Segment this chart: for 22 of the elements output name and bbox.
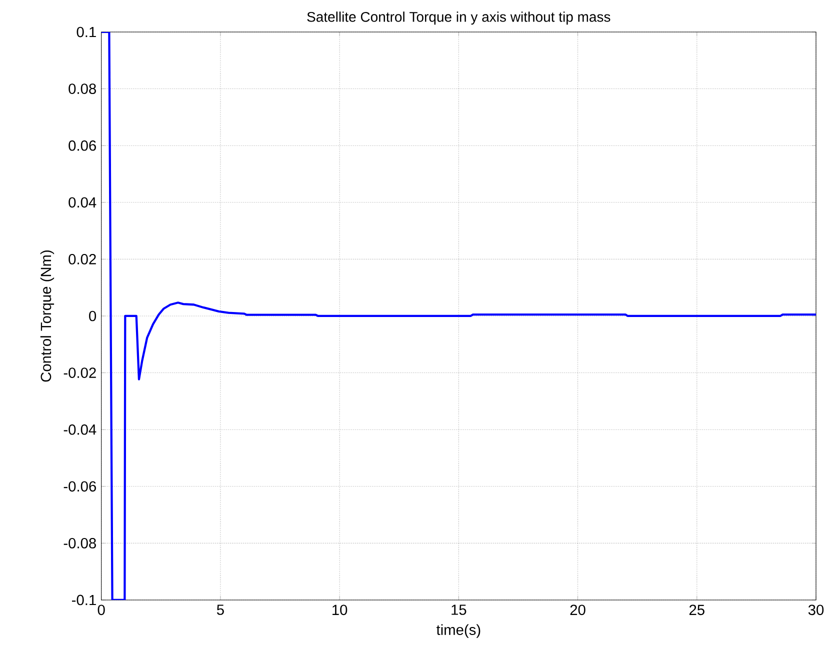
x-tick-label: 15 bbox=[452, 604, 466, 615]
y-axis-title: Control Torque (Nm) bbox=[40, 250, 54, 382]
y-tick-label: 0.02 bbox=[68, 254, 96, 264]
x-tick-label: 30 bbox=[808, 604, 824, 616]
line-series bbox=[101, 32, 816, 600]
chart-title: Satellite Control Torque in y axis without tip mass bbox=[307, 12, 610, 25]
x-tick-label: 20 bbox=[570, 604, 586, 616]
y-tick-label: 0.04 bbox=[68, 197, 96, 208]
x-tick-label: 25 bbox=[689, 604, 704, 616]
y-tick-label: 0.08 bbox=[68, 84, 96, 94]
y-tick-label: -0.02 bbox=[64, 368, 96, 378]
x-axis-title: time(s) bbox=[436, 624, 480, 638]
y-tick-label: 0.1 bbox=[76, 26, 96, 38]
y-tick-label: 0.06 bbox=[68, 140, 96, 151]
y-tick-label: -0.04 bbox=[64, 424, 96, 435]
y-tick-label: 0 bbox=[89, 310, 96, 322]
x-tick-label: 5 bbox=[216, 604, 224, 615]
y-tick-label: -0.1 bbox=[72, 594, 96, 606]
y-tick-label: -0.08 bbox=[64, 538, 96, 548]
x-tick-label: 10 bbox=[332, 604, 348, 616]
x-tick-label: 0 bbox=[98, 604, 105, 616]
y-tick-label: -0.06 bbox=[64, 481, 96, 492]
